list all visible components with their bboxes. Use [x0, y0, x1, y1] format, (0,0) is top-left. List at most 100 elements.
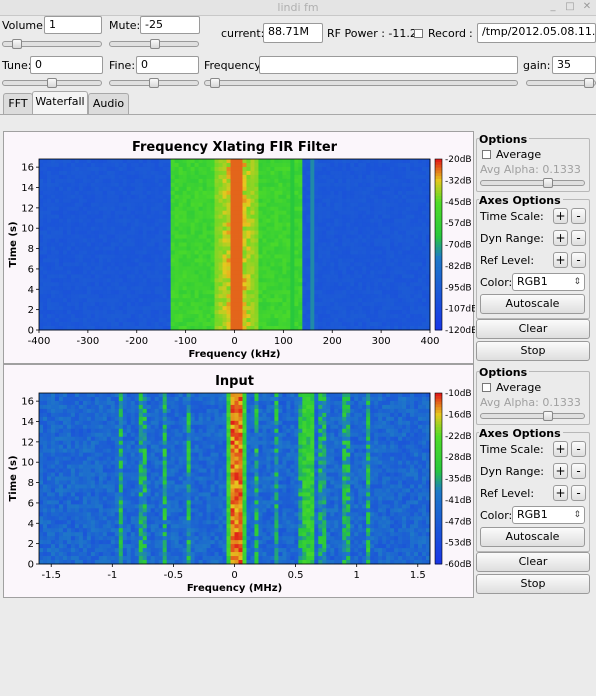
colorbar-label: -16dB — [445, 410, 472, 420]
x-axis-label: Frequency (MHz) — [187, 583, 282, 594]
x-tick-label: 1.5 — [410, 570, 426, 581]
ref-level-decrease-button[interactable]: - — [571, 252, 586, 268]
frequency-slider[interactable] — [204, 80, 518, 86]
colorbar-label: -53dB — [445, 539, 472, 549]
options-sidebar: Options Average Avg Alpha: 0.1333 Axes Opti… — [476, 366, 594, 596]
gain-slider-handle[interactable] — [584, 78, 594, 88]
avg-alpha-slider-handle[interactable] — [543, 178, 553, 188]
stop-button[interactable]: Stop — [476, 574, 590, 594]
dyn-range-decrease-button[interactable]: - — [571, 463, 586, 479]
dyn-range-decrease-button[interactable]: - — [571, 230, 586, 246]
tune-slider-handle[interactable] — [47, 78, 57, 88]
mute-slider-handle[interactable] — [150, 39, 160, 49]
autoscale-button[interactable]: Autoscale — [480, 527, 585, 547]
mute-input[interactable]: -25 — [140, 16, 200, 34]
time-scale-label: Time Scale: — [480, 443, 544, 456]
time-scale-increase-button[interactable]: + — [553, 441, 568, 457]
x-tick-label: 1 — [354, 570, 360, 581]
y-tick-label: 6 — [28, 498, 34, 509]
waterfall-image — [39, 159, 431, 331]
y-tick-label: 2 — [28, 305, 34, 316]
avg-alpha-slider[interactable] — [480, 413, 585, 419]
color-select-value: RGB1 — [517, 508, 548, 521]
ref-level-increase-button[interactable]: + — [553, 252, 568, 268]
clear-button[interactable]: Clear — [476, 552, 590, 572]
dyn-range-increase-button[interactable]: + — [553, 463, 568, 479]
x-tick-label: 0.5 — [288, 570, 304, 581]
color-select[interactable]: RGB1 ⇕ — [512, 506, 585, 524]
clear-button[interactable]: Clear — [476, 319, 590, 339]
minimize-icon[interactable]: _ — [550, 1, 556, 12]
x-tick-label: 0 — [231, 570, 237, 581]
colorbar-label: -41dB — [445, 496, 472, 506]
average-checkbox[interactable] — [482, 150, 491, 159]
colorbar-label: -32dB — [445, 176, 472, 186]
frequency-input[interactable] — [259, 56, 518, 74]
time-scale-decrease-button[interactable]: - — [571, 441, 586, 457]
filter-waterfall-plot: Frequency Xlating FIR Filter 0 2 4 6 8 10 12 14 1… — [8, 140, 477, 360]
fine-slider-handle[interactable] — [149, 78, 159, 88]
volume-slider[interactable] — [2, 41, 102, 47]
y-tick-label: 4 — [28, 285, 34, 296]
ref-level-decrease-button[interactable]: - — [571, 485, 586, 501]
plot-title: Input — [215, 374, 254, 389]
volume-input[interactable]: 1 — [44, 16, 102, 34]
axes-options-title: Axes Options — [479, 194, 563, 207]
colorbar-label: -47dB — [445, 517, 472, 527]
ref-level-increase-button[interactable]: + — [553, 485, 568, 501]
average-checkbox[interactable] — [482, 383, 491, 392]
avg-alpha-slider[interactable] — [480, 180, 585, 186]
volume-label: Volume: — [2, 19, 47, 32]
record-path-input[interactable]: /tmp/2012.05.08.11.00.0 — [477, 23, 596, 43]
frequency-slider-handle[interactable] — [210, 78, 220, 88]
input-waterfall-plot: Input 0 2 4 6 8 10 12 14 16 Time (s) -1.5 -1 -0.5 0 0.5… — [8, 374, 472, 594]
y-tick-label: 2 — [28, 539, 34, 550]
tab-waterfall[interactable]: Waterfall — [32, 91, 88, 114]
colorbar-label: -95dB — [445, 283, 472, 293]
tab-fft[interactable]: FFT — [3, 93, 33, 114]
colorbar-label: -60dB — [445, 560, 472, 570]
y-tick-label: 14 — [21, 417, 34, 428]
tune-input[interactable]: 0 — [30, 56, 103, 74]
ref-level-label: Ref Level: — [480, 487, 535, 500]
x-tick-label: -400 — [28, 336, 51, 347]
avg-alpha-slider-handle[interactable] — [543, 411, 553, 421]
x-tick-label: -0.5 — [164, 570, 184, 581]
colorbar: -20dB -32dB -45dB -57dB -70dB -82dB -95dB -107d… — [434, 155, 477, 336]
x-tick-label: -1.5 — [41, 570, 61, 581]
record-checkbox[interactable] — [414, 29, 423, 38]
fine-input[interactable]: 0 — [136, 56, 199, 74]
chevron-updown-icon: ⇕ — [573, 510, 581, 520]
y-axis-label: Time (s) — [8, 221, 19, 267]
color-select[interactable]: RGB1 ⇕ — [512, 273, 585, 291]
x-axis: -400 -300 -200 -100 0 100 200 300 400 Frequency (… — [28, 330, 440, 360]
maximize-icon[interactable]: □ — [565, 1, 575, 12]
time-scale-increase-button[interactable]: + — [553, 208, 568, 224]
tab-audio[interactable]: Audio — [88, 93, 129, 114]
x-axis: -1.5 -1 -0.5 0 0.5 1 1.5 Frequency (MHz) — [41, 564, 426, 594]
options-title: Options — [479, 133, 530, 146]
color-select-value: RGB1 — [517, 275, 548, 288]
record-label: Record — [428, 27, 467, 40]
gain-input[interactable]: 35 — [552, 56, 596, 74]
axes-options-title: Axes Options — [479, 427, 563, 440]
current-frequency-field[interactable]: 88.71M — [263, 23, 323, 43]
chevron-updown-icon: ⇕ — [573, 277, 581, 287]
volume-slider-handle[interactable] — [12, 39, 22, 49]
ref-level-label: Ref Level: — [480, 254, 535, 267]
y-tick-label: 12 — [21, 203, 34, 214]
input-waterfall-panel: Input 0 2 4 6 8 10 12 14 16 Time (s) -1.5 -1 -0.5 0 0.5… — [3, 364, 474, 598]
dyn-range-increase-button[interactable]: + — [553, 230, 568, 246]
color-label: Color: — [480, 276, 513, 289]
time-scale-label: Time Scale: — [480, 210, 544, 223]
time-scale-decrease-button[interactable]: - — [571, 208, 586, 224]
autoscale-button[interactable]: Autoscale — [480, 294, 585, 314]
y-axis: 0 2 4 6 8 10 12 14 16 Time (s) — [8, 163, 39, 337]
x-tick-label: -100 — [174, 336, 197, 347]
rf-power-readout: RF Power : -11.2 — [327, 27, 417, 40]
stop-button[interactable]: Stop — [476, 341, 590, 361]
y-tick-label: 12 — [21, 437, 34, 448]
colorbar-label: -57dB — [445, 219, 472, 229]
close-icon[interactable]: ✕ — [582, 1, 592, 12]
colorbar-label: -22dB — [445, 432, 472, 442]
